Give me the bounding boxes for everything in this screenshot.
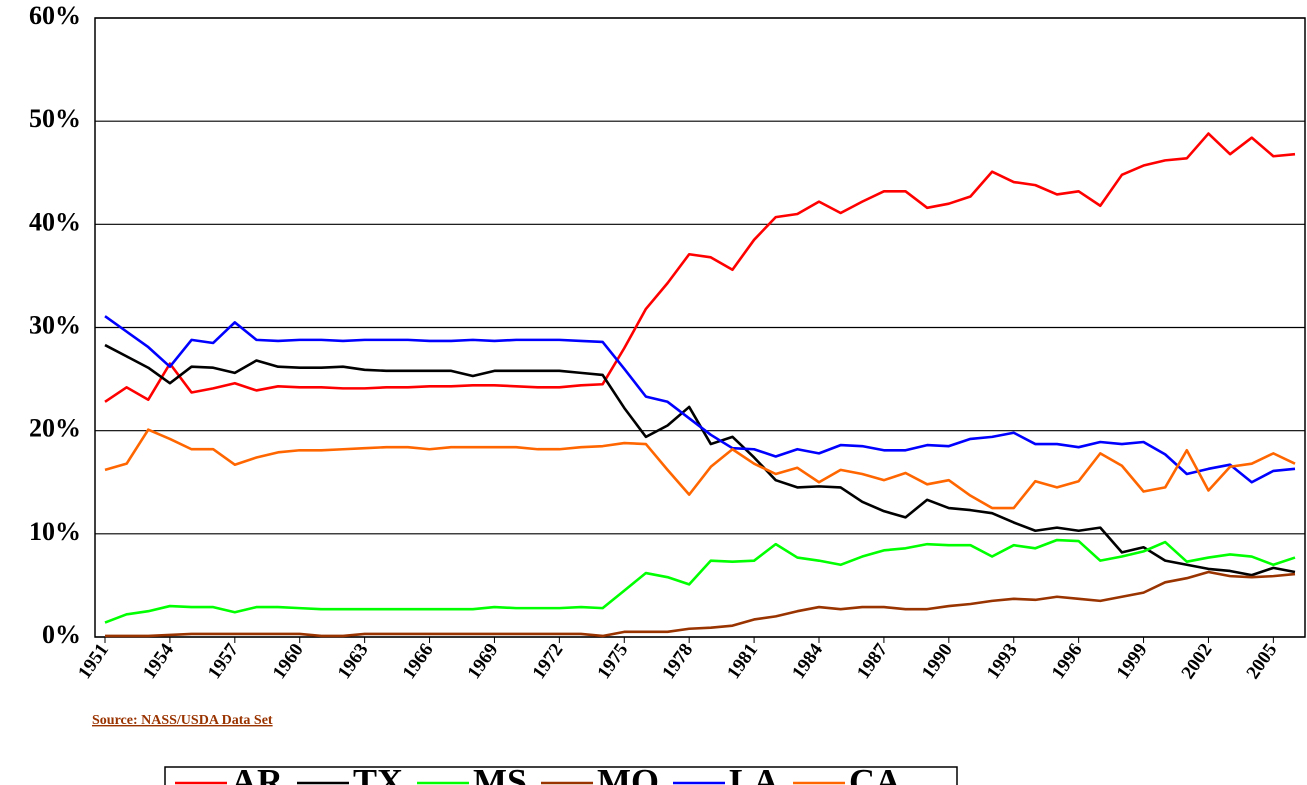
x-tick-label: 1960 xyxy=(269,640,308,683)
legend-label: LA xyxy=(729,761,779,785)
y-tick-label: 20% xyxy=(29,414,81,443)
x-tick-label: 1993 xyxy=(983,640,1022,683)
y-tick-label: 60% xyxy=(29,1,81,30)
y-tick-label: 0% xyxy=(42,620,81,649)
legend-label: AR xyxy=(231,761,284,785)
legend-label: TX xyxy=(353,761,403,785)
x-tick-label: 1969 xyxy=(464,640,503,683)
x-tick-label: 1966 xyxy=(399,640,438,683)
x-tick-label: 1984 xyxy=(788,639,827,683)
x-tick-label: 1957 xyxy=(204,639,243,683)
series-line xyxy=(104,343,1296,577)
y-tick-label: 50% xyxy=(29,104,81,133)
y-tick-label: 40% xyxy=(29,207,81,236)
series-line xyxy=(105,570,1296,638)
x-tick-label: 1975 xyxy=(593,640,632,683)
x-tick-label: 1954 xyxy=(139,639,178,683)
source-note: Source: NASS/USDA Data Set xyxy=(92,713,273,728)
series-line xyxy=(104,428,1296,510)
x-tick-label: 2005 xyxy=(1242,640,1281,683)
x-tick-label: 2002 xyxy=(1178,640,1217,683)
legend-label: MO xyxy=(597,761,659,785)
legend-box xyxy=(164,766,958,785)
x-tick-label: 1999 xyxy=(1113,640,1152,683)
y-tick-label: 10% xyxy=(29,517,81,546)
y-tick-label: 30% xyxy=(29,310,81,339)
series-line xyxy=(104,315,1296,484)
x-tick-label: 1978 xyxy=(658,640,697,683)
x-tick-label: 1972 xyxy=(528,640,567,683)
legend-label: CA xyxy=(849,761,901,785)
x-tick-label: 1990 xyxy=(918,640,957,683)
series-line xyxy=(104,538,1296,624)
x-tick-label: 1987 xyxy=(853,639,892,683)
x-tick-label: 1981 xyxy=(723,640,762,683)
legend-label: MS xyxy=(473,761,527,785)
x-tick-label: 1996 xyxy=(1048,640,1087,683)
series-line xyxy=(104,132,1296,403)
x-tick-label: 1963 xyxy=(334,640,373,683)
